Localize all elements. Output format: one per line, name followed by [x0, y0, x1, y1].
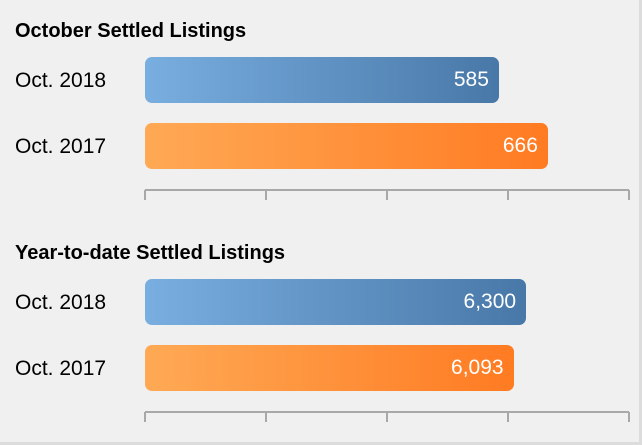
row-label-2018: Oct. 2018 [15, 291, 107, 314]
x-axis [144, 189, 630, 200]
x-axis [144, 411, 630, 422]
chart-title: Year-to-date Settled Listings [15, 242, 286, 264]
bar-value-label: 585 [453, 68, 489, 91]
row-label-2018: Oct. 2018 [15, 69, 107, 92]
row-label-2017: Oct. 2017 [15, 135, 107, 158]
bar-value-label: 6,300 [463, 290, 517, 313]
row-label-2017: Oct. 2017 [15, 357, 107, 380]
chart-title: October Settled Listings [15, 20, 247, 42]
bar-ytd-2017: 6,093 [145, 345, 514, 391]
bar-value-label: 6,093 [451, 356, 504, 379]
bar-oct-2018: 585 [145, 57, 499, 103]
bar-oct-2017: 666 [145, 123, 548, 169]
bar-value-label: 666 [502, 134, 538, 157]
bar-ytd-2018: 6,300 [145, 279, 527, 325]
